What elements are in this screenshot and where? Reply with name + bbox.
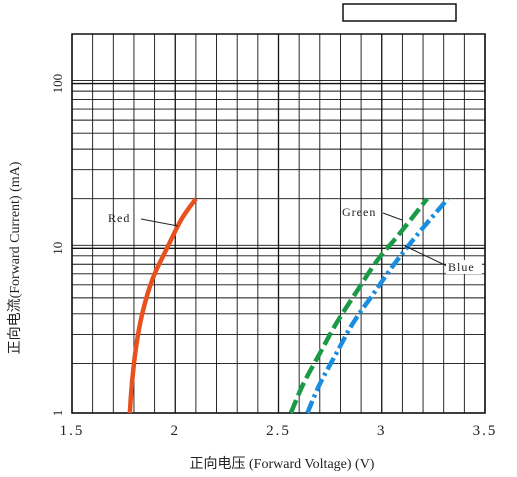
y-tick-label: 1 [50,410,65,417]
chart-series [127,197,450,414]
header-box [342,3,457,22]
leader-line-blue [404,245,448,267]
chart-ticks: 1.5 2 2.5 3 3.5 1 10 100 [50,74,498,439]
leader-line-red [140,218,179,227]
y-tick-label: 10 [50,242,65,255]
series-line-blue [305,197,450,414]
series-label-green: Green [342,205,376,219]
plot-frame [71,33,486,414]
series-label-red: Red [108,211,130,225]
leader-line-green [382,212,403,221]
label-background [446,260,482,274]
x-tick-label: 2.5 [266,423,291,439]
series-line-green [288,197,429,414]
chart-grid [71,33,486,414]
series-annotations: Red Green Blue [108,205,482,274]
x-tick-label: 3 [377,423,387,439]
x-tick-label: 2 [171,423,181,439]
y-axis-label: 正向电流(Forward Current) (mA) [7,161,23,354]
x-tick-label: 3.5 [473,423,498,439]
x-tick-label: 1.5 [60,423,85,439]
series-label-blue: Blue [448,260,475,274]
series-line-red [127,197,198,414]
y-tick-label: 100 [50,74,65,94]
x-axis-label: 正向电压 (Forward Voltage) (V) [190,456,375,472]
